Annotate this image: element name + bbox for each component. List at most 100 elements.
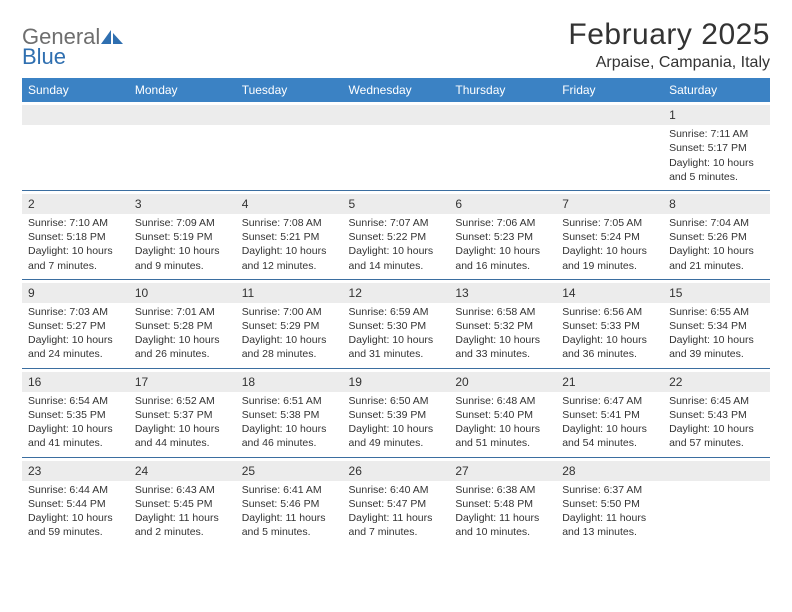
- calendar-day-cell: [236, 102, 343, 190]
- day-number: 23: [22, 461, 129, 481]
- day-number: 10: [129, 283, 236, 303]
- day-day1: Daylight: 10 hours: [242, 244, 337, 258]
- day-sunset: Sunset: 5:28 PM: [135, 319, 230, 333]
- calendar-day-cell: 10 Sunrise: 7:01 AMSunset: 5:28 PMDayligh…: [129, 279, 236, 368]
- day-sunset: Sunset: 5:39 PM: [349, 408, 444, 422]
- day-sunset: Sunset: 5:35 PM: [28, 408, 123, 422]
- day-day1: Daylight: 10 hours: [455, 244, 550, 258]
- day-sunset: Sunset: 5:33 PM: [562, 319, 657, 333]
- day-number: 5: [343, 194, 450, 214]
- day-sunset: Sunset: 5:30 PM: [349, 319, 444, 333]
- day-day1: Daylight: 10 hours: [349, 422, 444, 436]
- day-number: 11: [236, 283, 343, 303]
- day-day2: and 9 minutes.: [135, 259, 230, 273]
- calendar-day-cell: [663, 457, 770, 545]
- day-sunset: Sunset: 5:34 PM: [669, 319, 764, 333]
- day-day2: and 33 minutes.: [455, 347, 550, 361]
- day-sunrise: Sunrise: 7:09 AM: [135, 216, 230, 230]
- day-day1: Daylight: 10 hours: [349, 333, 444, 347]
- calendar-header-row: SundayMondayTuesdayWednesdayThursdayFrid…: [22, 78, 770, 102]
- day-day2: and 57 minutes.: [669, 436, 764, 450]
- day-day2: and 36 minutes.: [562, 347, 657, 361]
- day-day1: Daylight: 10 hours: [242, 333, 337, 347]
- day-day1: Daylight: 10 hours: [135, 244, 230, 258]
- day-number: 18: [236, 372, 343, 392]
- day-sunset: Sunset: 5:38 PM: [242, 408, 337, 422]
- day-sunrise: Sunrise: 7:01 AM: [135, 305, 230, 319]
- day-sunrise: Sunrise: 6:56 AM: [562, 305, 657, 319]
- day-day1: Daylight: 10 hours: [28, 511, 123, 525]
- day-sunrise: Sunrise: 6:51 AM: [242, 394, 337, 408]
- day-number-empty: [663, 461, 770, 481]
- day-day2: and 49 minutes.: [349, 436, 444, 450]
- day-sunset: Sunset: 5:22 PM: [349, 230, 444, 244]
- day-day2: and 41 minutes.: [28, 436, 123, 450]
- day-day2: and 2 minutes.: [135, 525, 230, 539]
- day-day1: Daylight: 11 hours: [135, 511, 230, 525]
- day-sunset: Sunset: 5:37 PM: [135, 408, 230, 422]
- calendar-day-cell: 13Sunrise: 6:58 AMSunset: 5:32 PMDayligh…: [449, 279, 556, 368]
- day-sunset: Sunset: 5:43 PM: [669, 408, 764, 422]
- calendar-day-cell: 3 Sunrise: 7:09 AMSunset: 5:19 PMDaylight…: [129, 190, 236, 279]
- day-day2: and 7 minutes.: [28, 259, 123, 273]
- day-number: 26: [343, 461, 450, 481]
- day-number: 3: [129, 194, 236, 214]
- day-sunrise: Sunrise: 6:45 AM: [669, 394, 764, 408]
- day-day1: Daylight: 11 hours: [455, 511, 550, 525]
- day-sunrise: Sunrise: 6:38 AM: [455, 483, 550, 497]
- calendar-day-cell: 12 Sunrise: 6:59 AMSunset: 5:30 PMDayligh…: [343, 279, 450, 368]
- weekday-header: Saturday: [663, 78, 770, 102]
- day-sunrise: Sunrise: 7:03 AM: [28, 305, 123, 319]
- day-day1: Daylight: 10 hours: [562, 333, 657, 347]
- calendar-day-cell: [556, 102, 663, 190]
- weekday-header: Thursday: [449, 78, 556, 102]
- calendar-week-row: 23Sunrise: 6:44 AMSunset: 5:44 PMDayligh…: [22, 457, 770, 545]
- day-number: 28: [556, 461, 663, 481]
- weekday-header: Wednesday: [343, 78, 450, 102]
- day-sunset: Sunset: 5:47 PM: [349, 497, 444, 511]
- calendar-table: SundayMondayTuesdayWednesdayThursdayFrid…: [22, 78, 770, 545]
- day-sunrise: Sunrise: 6:59 AM: [349, 305, 444, 319]
- day-sunrise: Sunrise: 7:06 AM: [455, 216, 550, 230]
- calendar-day-cell: [22, 102, 129, 190]
- calendar-day-cell: 21Sunrise: 6:47 AMSunset: 5:41 PMDayligh…: [556, 368, 663, 457]
- calendar-day-cell: 14Sunrise: 6:56 AMSunset: 5:33 PMDayligh…: [556, 279, 663, 368]
- day-day1: Daylight: 10 hours: [135, 333, 230, 347]
- day-number: 20: [449, 372, 556, 392]
- calendar-week-row: 1Sunrise: 7:11 AMSunset: 5:17 PMDaylight…: [22, 102, 770, 190]
- location-subtitle: Arpaise, Campania, Italy: [568, 54, 770, 72]
- day-number: 24: [129, 461, 236, 481]
- day-day2: and 21 minutes.: [669, 259, 764, 273]
- day-sunrise: Sunrise: 7:05 AM: [562, 216, 657, 230]
- day-sunset: Sunset: 5:23 PM: [455, 230, 550, 244]
- calendar-day-cell: 20Sunrise: 6:48 AMSunset: 5:40 PMDayligh…: [449, 368, 556, 457]
- day-sunrise: Sunrise: 7:04 AM: [669, 216, 764, 230]
- calendar-day-cell: 24Sunrise: 6:43 AMSunset: 5:45 PMDayligh…: [129, 457, 236, 545]
- day-number: 12: [343, 283, 450, 303]
- calendar-day-cell: 9Sunrise: 7:03 AMSunset: 5:27 PMDaylight…: [22, 279, 129, 368]
- day-day2: and 59 minutes.: [28, 525, 123, 539]
- day-day2: and 24 minutes.: [28, 347, 123, 361]
- day-number: 6: [449, 194, 556, 214]
- day-day1: Daylight: 10 hours: [455, 333, 550, 347]
- day-sunset: Sunset: 5:27 PM: [28, 319, 123, 333]
- day-day2: and 54 minutes.: [562, 436, 657, 450]
- day-number: 1: [663, 105, 770, 125]
- day-sunset: Sunset: 5:26 PM: [669, 230, 764, 244]
- day-number: 13: [449, 283, 556, 303]
- day-day2: and 13 minutes.: [562, 525, 657, 539]
- brand-sail-icon: [100, 29, 124, 50]
- weekday-header: Monday: [129, 78, 236, 102]
- calendar-day-cell: 27Sunrise: 6:38 AMSunset: 5:48 PMDayligh…: [449, 457, 556, 545]
- day-day2: and 14 minutes.: [349, 259, 444, 273]
- day-sunset: Sunset: 5:19 PM: [135, 230, 230, 244]
- calendar-day-cell: 28Sunrise: 6:37 AMSunset: 5:50 PMDayligh…: [556, 457, 663, 545]
- calendar-day-cell: [449, 102, 556, 190]
- day-sunrise: Sunrise: 6:47 AM: [562, 394, 657, 408]
- calendar-day-cell: 22Sunrise: 6:45 AMSunset: 5:43 PMDayligh…: [663, 368, 770, 457]
- day-number: 19: [343, 372, 450, 392]
- day-day1: Daylight: 10 hours: [455, 422, 550, 436]
- day-sunset: Sunset: 5:40 PM: [455, 408, 550, 422]
- day-day2: and 7 minutes.: [349, 525, 444, 539]
- day-day1: Daylight: 10 hours: [669, 244, 764, 258]
